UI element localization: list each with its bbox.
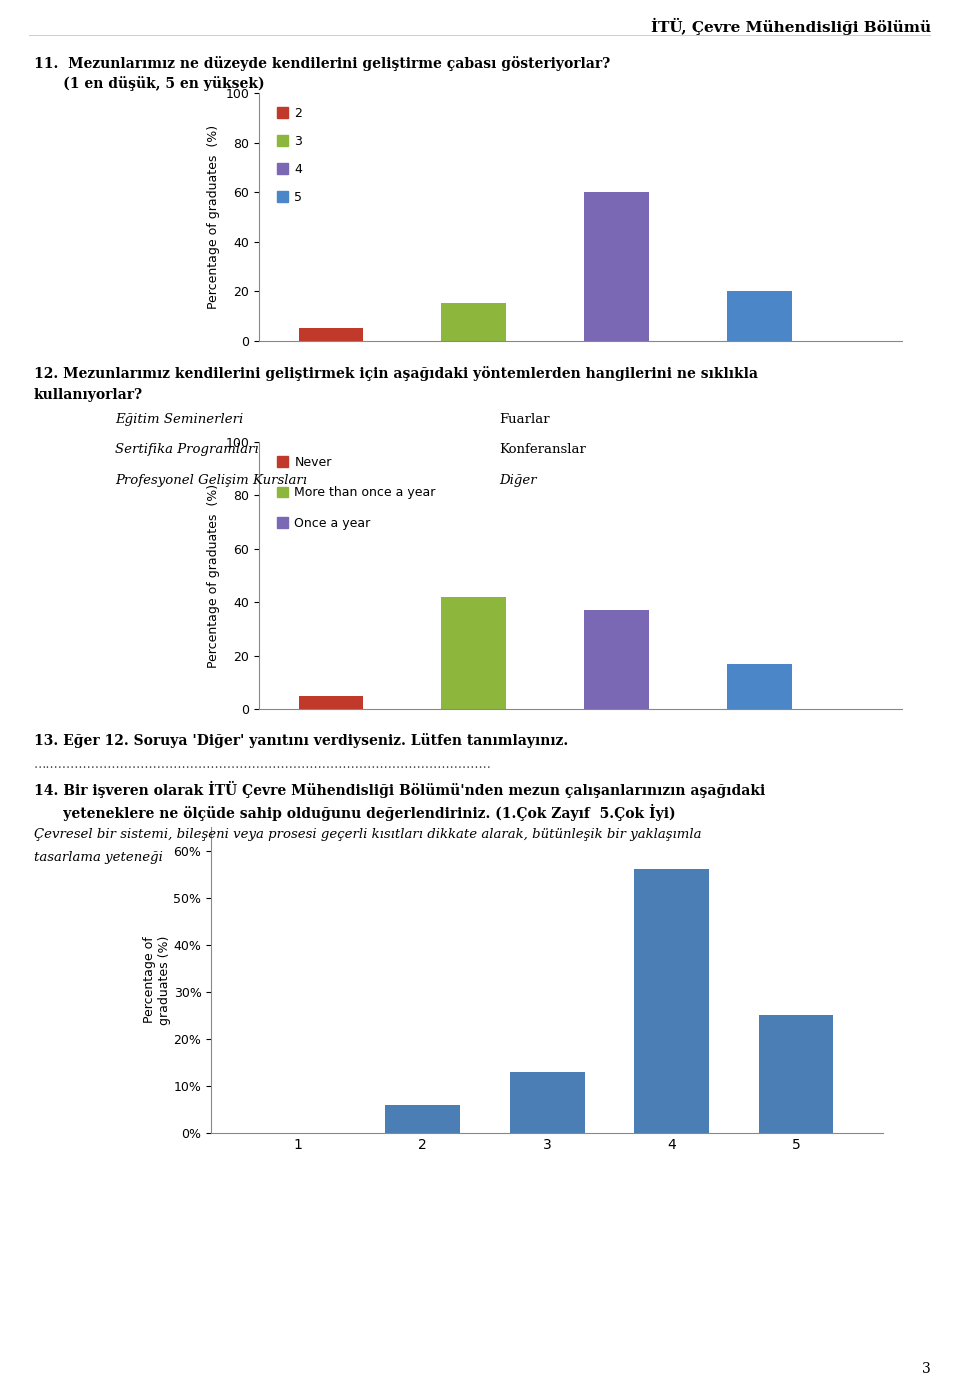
Text: Fuarlar: Fuarlar (499, 413, 550, 425)
Bar (635, 869, 709, 1133)
Legend: Never, More than once a year, Once a year: Never, More than once a year, Once a yea… (272, 450, 441, 535)
Text: Diğer: Diğer (499, 474, 537, 486)
Text: Konferanslar: Konferanslar (499, 443, 586, 456)
Bar (728, 663, 792, 709)
Text: yeteneklere ne ölçüde sahip olduğunu değerlendiriniz. (1.Çok Zayıf  5.Çok İyi): yeteneklere ne ölçüde sahip olduğunu değ… (34, 803, 675, 820)
Bar (758, 1015, 833, 1133)
Text: Sertifika Programları: Sertifika Programları (115, 443, 259, 456)
Bar (299, 328, 363, 341)
Bar (299, 695, 363, 709)
Bar (510, 1072, 585, 1133)
Text: Eğitim Seminerleri: Eğitim Seminerleri (115, 413, 244, 425)
Legend: 2, 3, 4, 5: 2, 3, 4, 5 (272, 101, 307, 208)
Bar (442, 596, 506, 709)
Bar (728, 291, 792, 341)
Bar (385, 1105, 460, 1133)
Y-axis label: Percentage of graduates  (%): Percentage of graduates (%) (207, 484, 220, 667)
Text: kullanıyorlar?: kullanıyorlar? (34, 388, 143, 402)
Text: İTÜ, Çevre Mühendisliği Bölümü: İTÜ, Çevre Mühendisliği Bölümü (651, 17, 931, 35)
Text: 11.  Mezunlarımız ne düzeyde kendilerini geliştirme çabası gösteriyorlar?: 11. Mezunlarımız ne düzeyde kendilerini … (34, 56, 610, 71)
Text: 3: 3 (923, 1362, 931, 1376)
Bar (585, 610, 649, 709)
Y-axis label: Percentage of
graduates (%): Percentage of graduates (%) (143, 935, 171, 1024)
Bar (585, 192, 649, 341)
Text: Profesyonel Gelişim Kursları: Profesyonel Gelişim Kursları (115, 474, 307, 486)
Text: 12. Mezunlarımız kendilerini geliştirmek için aşağıdaki yöntemlerden hangilerini: 12. Mezunlarımız kendilerini geliştirmek… (34, 366, 757, 381)
Text: Çevresel bir sistemi, bileşeni veya prosesi geçerli kısıtları dikkate alarak, bü: Çevresel bir sistemi, bileşeni veya pros… (34, 828, 701, 841)
Text: …………………………………………………………………………………………………: ………………………………………………………………………………………………… (34, 758, 492, 770)
Y-axis label: Percentage of graduates  (%): Percentage of graduates (%) (207, 125, 220, 309)
Text: (1 en düşük, 5 en yüksek): (1 en düşük, 5 en yüksek) (34, 76, 264, 92)
Text: tasarlama yeteneği: tasarlama yeteneği (34, 851, 162, 863)
Text: 13. Eğer 12. Soruya 'Diğer' yanıtını verdiyseniz. Lütfen tanımlayınız.: 13. Eğer 12. Soruya 'Diğer' yanıtını ver… (34, 733, 568, 748)
Bar (442, 303, 506, 341)
Text: 14. Bir işveren olarak İTÜ Çevre Mühendisliği Bölümü'nden mezun çalışanlarınızın: 14. Bir işveren olarak İTÜ Çevre Mühendi… (34, 781, 765, 798)
